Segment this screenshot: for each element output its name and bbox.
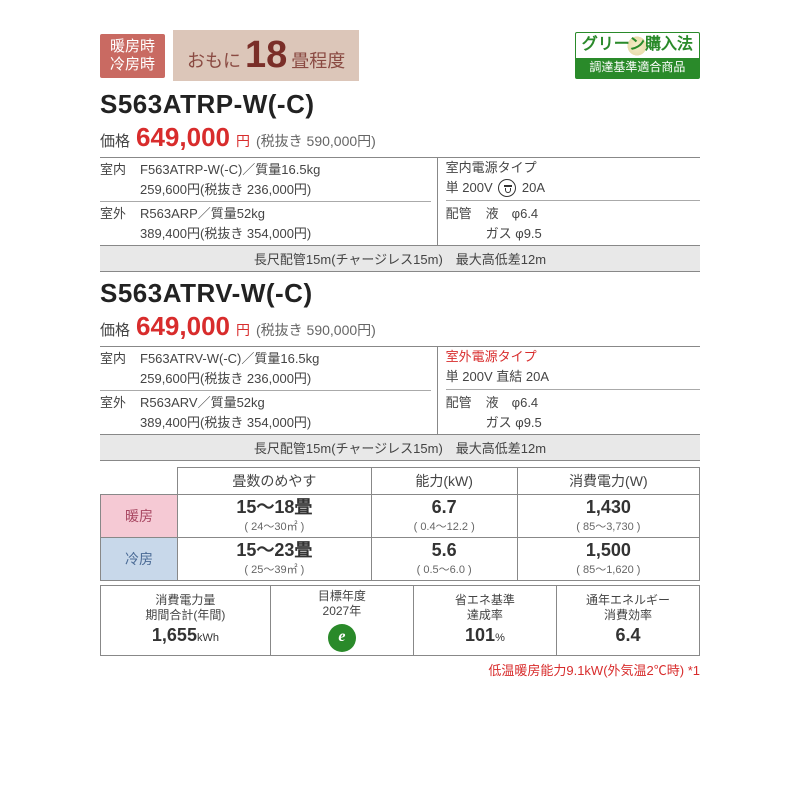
green-badge: グリーン購入法 調達基準適合商品 [575,32,700,78]
models-container: S563ATRP-W(-C) 価格 649,000円 (税抜き 590,000円… [100,89,700,461]
spec-left: 室内F563ATRV-W(-C)／質量16.5kg259,600円(税抜き 23… [100,347,438,434]
price-line: 価格 649,000円 (税抜き 590,000円) [100,311,700,342]
hero-big: 18 [245,34,287,77]
green-badge-top: グリーン購入法 [576,33,699,58]
cool-label: 冷房 [101,537,178,580]
long-pipe: 長尺配管15m(チャージレス15m) 最大高低差12m [100,245,700,272]
heat-label: 暖房 [101,495,178,538]
cool-power: 1,500( 85〜1,620 ) [517,537,699,580]
achieve-cell: 省エネ基準 達成率 101% [414,585,557,656]
footnote: 低温暖房能力9.1kW(外気温2℃時) *1 [100,660,700,679]
hdr-tatami: 畳数のめやす [178,468,372,495]
model-block: S563ATRV-W(-C) 価格 649,000円 (税抜き 590,000円… [100,278,700,461]
spec-grid: 室内F563ATRV-W(-C)／質量16.5kg259,600円(税抜き 23… [100,346,700,434]
power-spec: 単 200V 20A [446,178,700,198]
long-pipe: 長尺配管15m(チャージレス15m) 最大高低差12m [100,434,700,461]
target-cell: 目標年度 2027年 e [271,585,414,656]
performance-table: 畳数のめやす 能力(kW) 消費電力(W) 暖房 15〜18畳( 24〜30㎡ … [100,467,700,581]
hdr-cap: 能力(kW) [371,468,517,495]
hero-left: 暖房時 冷房時 おもに 18 畳程度 [100,30,359,81]
heat-power: 1,430( 85〜3,730 ) [517,495,699,538]
spec-left: 室内F563ATRP-W(-C)／質量16.5kg259,600円(税抜き 23… [100,158,438,245]
model-name: S563ATRP-W(-C) [100,89,700,120]
cool-tatami: 15〜23畳( 25〜39㎡ ) [178,537,372,580]
bottom-row: 消費電力量 期間合計(年間) 1,655kWh 目標年度 2027年 e 省エネ… [100,585,700,656]
spec-right: 室外電源タイプ 単 200V 直結 20A 配管 液 φ6.4ガス φ9.5 [438,347,700,434]
header-row: 暖房時 冷房時 おもに 18 畳程度 グリーン購入法 調達基準適合商品 [100,30,700,81]
price-line: 価格 649,000円 (税抜き 590,000円) [100,122,700,153]
heat-cap: 6.7( 0.4〜12.2 ) [371,495,517,538]
spec-grid: 室内F563ATRP-W(-C)／質量16.5kg259,600円(税抜き 23… [100,157,700,245]
hero-suffix: 畳程度 [291,47,345,73]
pipe-row: 配管 液 φ6.4ガス φ9.5 [446,389,700,432]
badge-line2: 冷房時 [110,56,155,74]
cool-cap: 5.6( 0.5〜6.0 ) [371,537,517,580]
power-spec: 単 200V 直結 20A [446,367,700,387]
heat-tatami: 15〜18畳( 24〜30㎡ ) [178,495,372,538]
spec-right: 室内電源タイプ 単 200V 20A 配管 液 φ6.4ガス φ9.5 [438,158,700,245]
badge-line1: 暖房時 [110,38,155,56]
heat-cool-badge: 暖房時 冷房時 [100,34,165,78]
power-type: 室内電源タイプ [446,158,700,178]
model-block: S563ATRP-W(-C) 価格 649,000円 (税抜き 590,000円… [100,89,700,272]
hdr-power: 消費電力(W) [517,468,699,495]
annual-cell: 消費電力量 期間合計(年間) 1,655kWh [100,585,271,656]
pipe-row: 配管 液 φ6.4ガス φ9.5 [446,200,700,243]
apf-cell: 通年エネルギー 消費効率 6.4 [557,585,700,656]
hero-main: おもに 18 畳程度 [173,30,359,81]
model-name: S563ATRV-W(-C) [100,278,700,309]
power-type: 室外電源タイプ [446,347,700,367]
hero-prefix: おもに [187,47,241,73]
green-badge-bot: 調達基準適合商品 [576,58,699,78]
eco-mark-icon: e [328,624,356,652]
plug-icon [498,179,516,197]
